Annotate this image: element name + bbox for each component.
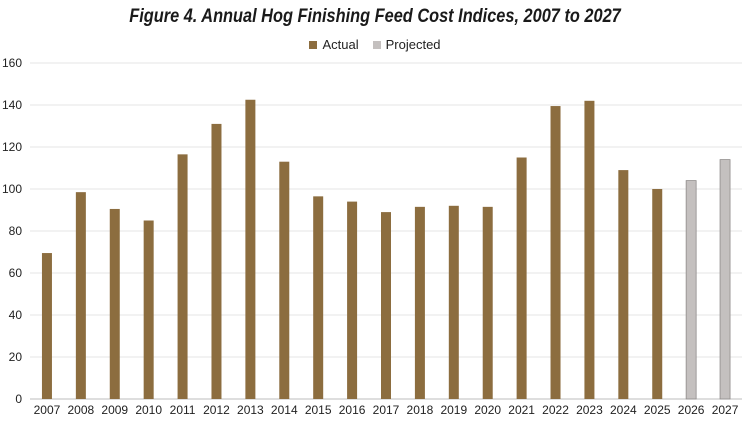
bar-actual-2021 xyxy=(516,157,527,399)
x-tick-label-2016: 2016 xyxy=(339,403,366,417)
y-tick-label-120: 120 xyxy=(2,140,22,154)
bar-projected-2027 xyxy=(719,159,731,400)
legend-label-projected: Projected xyxy=(385,37,441,52)
y-tick-label-160: 160 xyxy=(2,56,22,70)
y-tick-label-80: 80 xyxy=(9,224,23,238)
y-tick-label-60: 60 xyxy=(9,266,23,280)
bar-projected-2026 xyxy=(685,180,697,400)
legend-item-projected: Projected xyxy=(372,37,441,52)
bar-actual-2013 xyxy=(245,99,256,399)
chart-legend: Actual Projected xyxy=(0,37,750,52)
bar-actual-2015 xyxy=(313,196,324,399)
x-tick-label-2018: 2018 xyxy=(407,403,434,417)
x-tick-label-2027: 2027 xyxy=(712,403,739,417)
legend-item-actual: Actual xyxy=(309,37,359,52)
bar-actual-2007 xyxy=(41,253,52,399)
x-tick-label-2022: 2022 xyxy=(542,403,569,417)
bar-actual-2009 xyxy=(109,208,120,399)
bar-actual-2018 xyxy=(414,206,425,399)
bar-actual-2012 xyxy=(211,123,222,400)
bar-actual-2023 xyxy=(584,100,595,400)
y-tick-label-140: 140 xyxy=(2,98,22,112)
legend-swatch-actual xyxy=(309,40,318,49)
x-tick-label-2013: 2013 xyxy=(237,403,264,417)
x-tick-label-2009: 2009 xyxy=(101,403,128,417)
bar-actual-2019 xyxy=(448,205,459,399)
bar-actual-2008 xyxy=(75,192,86,399)
x-tick-label-2020: 2020 xyxy=(474,403,501,417)
y-tick-label-100: 100 xyxy=(2,182,22,196)
x-tick-label-2014: 2014 xyxy=(271,403,298,417)
bar-actual-2022 xyxy=(550,106,561,400)
bar-actual-2025 xyxy=(652,189,663,399)
x-tick-label-2017: 2017 xyxy=(373,403,400,417)
x-tick-label-2012: 2012 xyxy=(203,403,230,417)
x-tick-label-2019: 2019 xyxy=(440,403,467,417)
x-tick-label-2010: 2010 xyxy=(135,403,162,417)
x-tick-label-2026: 2026 xyxy=(678,403,705,417)
bar-actual-2024 xyxy=(618,170,629,399)
y-tick-label-0: 0 xyxy=(15,392,22,406)
legend-label-actual: Actual xyxy=(322,37,359,52)
bar-actual-2020 xyxy=(482,206,493,399)
x-tick-label-2024: 2024 xyxy=(610,403,637,417)
x-tick-label-2011: 2011 xyxy=(170,403,196,417)
x-tick-label-2015: 2015 xyxy=(305,403,332,417)
x-tick-label-2007: 2007 xyxy=(34,403,61,417)
bar-actual-2010 xyxy=(143,220,154,399)
y-tick-label-20: 20 xyxy=(9,350,23,364)
x-tick-label-2008: 2008 xyxy=(68,403,95,417)
legend-swatch-projected xyxy=(372,40,381,49)
y-tick-label-40: 40 xyxy=(9,308,23,322)
x-tick-label-2021: 2021 xyxy=(508,403,535,417)
x-tick-label-2023: 2023 xyxy=(576,403,603,417)
bar-actual-2011 xyxy=(177,154,188,399)
bar-actual-2016 xyxy=(347,201,358,399)
bar-actual-2017 xyxy=(381,212,391,399)
bar-actual-2014 xyxy=(279,161,290,399)
chart-title: Figure 4. Annual Hog Finishing Feed Cost… xyxy=(129,6,621,27)
x-tick-label-2025: 2025 xyxy=(644,403,671,417)
